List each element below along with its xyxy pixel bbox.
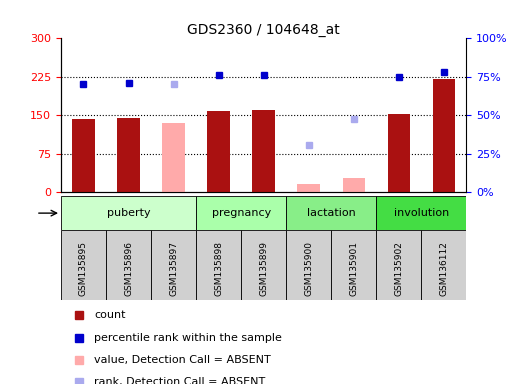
Bar	[387, 114, 410, 192]
Text: puberty: puberty	[107, 208, 151, 218]
Text: count: count	[94, 310, 126, 320]
Bar	[342, 178, 365, 192]
Text: GSM136112: GSM136112	[439, 241, 448, 296]
Bar	[297, 184, 320, 192]
Bar	[72, 119, 95, 192]
Bar	[432, 79, 455, 192]
Bar	[196, 196, 286, 230]
Text: GSM135902: GSM135902	[394, 241, 403, 296]
Text: GSM135895: GSM135895	[79, 241, 88, 296]
Bar	[421, 230, 466, 300]
Bar	[286, 196, 376, 230]
Text: involution: involution	[394, 208, 449, 218]
Bar	[106, 230, 151, 300]
Text: GSM135898: GSM135898	[214, 241, 223, 296]
Title: GDS2360 / 104648_at: GDS2360 / 104648_at	[187, 23, 340, 37]
Bar	[196, 230, 241, 300]
Text: percentile rank within the sample: percentile rank within the sample	[94, 333, 282, 343]
Bar	[61, 196, 196, 230]
Bar	[252, 110, 275, 192]
Bar	[117, 118, 140, 192]
Bar	[151, 230, 196, 300]
Text: value, Detection Call = ABSENT: value, Detection Call = ABSENT	[94, 355, 271, 365]
Bar	[376, 196, 466, 230]
Text: GSM135901: GSM135901	[349, 241, 358, 296]
Text: GSM135896: GSM135896	[124, 241, 133, 296]
Text: GSM135897: GSM135897	[169, 241, 178, 296]
Bar	[241, 230, 286, 300]
Bar	[376, 230, 421, 300]
Text: GSM135900: GSM135900	[304, 241, 313, 296]
Text: lactation: lactation	[307, 208, 356, 218]
Text: GSM135899: GSM135899	[259, 241, 268, 296]
Text: pregnancy: pregnancy	[211, 208, 271, 218]
Bar	[207, 111, 230, 192]
Bar	[162, 123, 185, 192]
Bar	[61, 230, 106, 300]
Bar	[286, 230, 331, 300]
Text: rank, Detection Call = ABSENT: rank, Detection Call = ABSENT	[94, 377, 266, 384]
Bar	[331, 230, 376, 300]
